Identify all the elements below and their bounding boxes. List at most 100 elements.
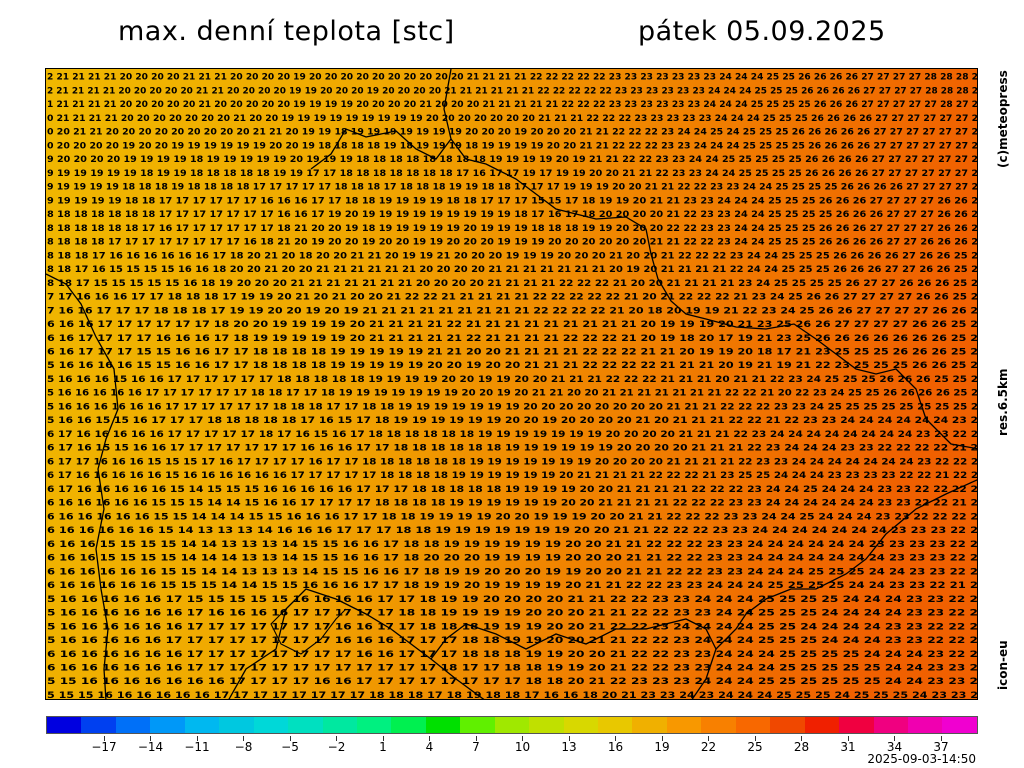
value-row: 5 16 16 16 16 15 15 16 16 17 17 18 18 18… [47,361,978,371]
color-swatch [494,717,530,733]
color-swatch [770,717,805,733]
copyright-label: (c)meteopress [996,70,1010,168]
color-swatch [184,717,220,733]
temperature-map: 2 21 21 21 21 20 20 20 20 21 21 21 20 20… [45,68,978,700]
border-inner [270,608,347,655]
color-swatch [425,717,461,733]
value-row: 6 16 17 17 17 15 15 16 16 17 17 18 18 18… [47,347,978,357]
model-label: icon-eu [996,640,1010,690]
color-swatch [804,717,840,733]
color-swatch [529,717,564,733]
value-row: 7 16 16 17 17 17 18 18 18 17 19 19 20 20… [47,306,978,316]
value-row: 6 16 16 16 16 16 16 17 17 17 17 17 17 17… [47,663,978,673]
color-swatch [253,717,289,733]
value-row: 6 16 16 17 17 17 17 17 17 18 20 20 19 19… [47,320,978,330]
value-row: 6 17 16 15 15 16 16 17 17 17 17 17 17 17… [47,444,978,454]
tick-label: 19 [654,740,670,754]
value-row: 8 18 17 16 15 15 15 15 16 16 18 20 20 21… [47,265,978,275]
value-row: 8 18 18 17 16 16 16 16 16 16 17 18 20 21… [47,251,978,261]
value-row: 9 19 19 19 19 18 18 17 17 17 17 17 17 16… [47,196,978,206]
value-row: 8 18 18 18 17 17 17 17 17 17 17 17 16 18… [47,238,978,248]
value-row: 1 21 21 21 21 20 20 20 20 20 21 20 20 20… [47,100,978,110]
color-swatch [81,717,116,733]
color-swatch [632,717,667,733]
map-date: pátek 05.09.2025 [638,16,886,47]
value-row: 8 18 18 18 18 18 17 16 17 17 17 17 17 17… [47,224,978,234]
value-row: 6 17 16 16 16 16 16 15 16 16 16 16 16 16… [47,471,978,481]
color-swatch [356,717,392,733]
border-east [715,479,977,650]
border-bavaria [228,588,485,699]
tick-label: 13 [561,740,577,754]
color-swatch [460,717,495,733]
color-swatch [598,717,633,733]
value-row: 2 21 21 21 21 20 20 20 20 21 21 21 20 20… [47,73,978,83]
tick-label: 34 [886,740,903,754]
value-row: 6 16 16 15 15 15 15 14 14 14 13 13 14 15… [47,554,978,564]
value-row: 9 19 19 19 19 18 18 18 19 18 18 18 18 17… [47,183,978,193]
map-background [46,69,977,699]
tick-label: 4 [425,740,434,754]
value-row: 8 18 18 18 18 18 18 17 17 17 17 17 17 17… [47,210,978,220]
border-south [430,618,717,699]
value-row: 6 16 16 16 16 16 16 17 17 17 17 17 17 17… [47,650,978,660]
value-row: 5 16 16 16 16 16 17 17 17 17 17 17 18 18… [47,389,978,399]
color-swatch [735,717,771,733]
tick-label: 10 [514,740,531,754]
tick-label: 7 [472,740,480,754]
color-swatch [839,717,874,733]
color-swatch [47,717,82,733]
color-swatch [288,717,323,733]
value-row: 5 16 16 16 16 16 16 17 17 17 17 17 17 18… [47,402,978,412]
value-row: 8 18 17 15 15 15 15 15 16 18 19 20 20 20… [47,279,978,289]
color-swatch [150,717,185,733]
value-row: 6 16 17 17 17 17 16 16 16 17 18 19 19 19… [47,334,978,344]
color-scale-bar [46,716,978,734]
value-row: 6 17 16 16 16 16 16 17 17 17 17 17 18 17… [47,430,978,440]
value-row: 7 17 16 16 16 17 17 18 18 18 17 19 19 20… [47,293,978,303]
value-row: 5 16 16 16 16 16 17 15 15 15 15 15 16 16… [47,595,978,605]
value-row: 6 16 16 16 16 16 15 15 14 14 13 13 13 14… [47,567,978,577]
tick-label: 16 [607,740,624,754]
color-swatch [666,717,702,733]
tick-label: −2 [327,740,346,754]
value-row: 0 21 21 21 21 20 20 20 20 20 20 20 21 20… [47,114,978,124]
temperature-values: 2 21 21 21 21 20 20 20 20 21 21 21 20 20… [47,73,978,700]
value-row: 5 16 16 16 16 16 16 17 17 17 17 17 17 17… [47,622,978,632]
value-row: 6 16 16 15 15 15 15 14 14 13 13 13 14 15… [47,540,978,550]
value-row: 5 16 16 15 15 16 17 17 17 18 18 18 18 18… [47,416,978,426]
color-swatch [942,717,977,733]
value-row: 5 16 16 16 16 16 17 17 17 17 17 17 17 17… [47,636,978,646]
color-swatch [907,717,943,733]
value-row: 6 17 16 16 16 16 16 15 14 15 15 15 16 16… [47,485,978,495]
value-row: 6 16 16 16 16 16 15 15 15 14 14 15 16 16… [47,499,978,509]
value-row: 6 16 16 16 16 16 15 14 13 13 13 14 16 16… [47,526,978,536]
value-row: 6 17 17 16 16 16 15 15 15 17 16 17 17 17… [47,457,978,467]
value-row: 5 15 15 16 16 16 16 16 16 17 17 17 17 17… [47,691,978,700]
value-row: 5 16 16 16 15 16 16 17 17 17 17 17 17 18… [47,375,978,385]
tick-label: 28 [793,740,810,754]
color-swatch [322,717,357,733]
tick-label: 31 [840,740,856,754]
tick-label: −5 [281,740,299,754]
color-swatch [563,717,598,733]
color-swatch [701,717,736,733]
value-row: 2 21 21 21 21 20 20 20 20 20 21 21 20 20… [47,86,978,96]
tick-label: 1 [379,740,387,754]
tick-label: −8 [234,740,253,754]
resolution-label: res.6.5km [996,368,1010,437]
value-row: 0 20 20 20 20 19 20 20 19 19 19 19 19 19… [47,141,978,151]
value-row: 5 15 16 16 16 16 16 16 16 17 17 17 17 16… [47,677,978,687]
tick-label: −11 [184,740,210,754]
color-swatch [873,717,908,733]
color-swatch [219,717,254,733]
tick-label: 22 [700,740,717,754]
tick-label: 25 [747,740,763,754]
color-swatch [115,717,151,733]
tick-label: −14 [137,740,164,754]
tick-label: −17 [91,740,117,754]
value-row: 5 16 16 16 16 16 16 17 16 16 16 16 17 17… [47,609,978,619]
value-row: 9 20 20 20 20 19 19 19 19 18 19 19 19 19… [47,155,978,165]
value-row: 6 16 16 16 16 16 15 15 15 14 14 15 15 16… [47,581,978,591]
tick-label: 37 [933,740,949,754]
